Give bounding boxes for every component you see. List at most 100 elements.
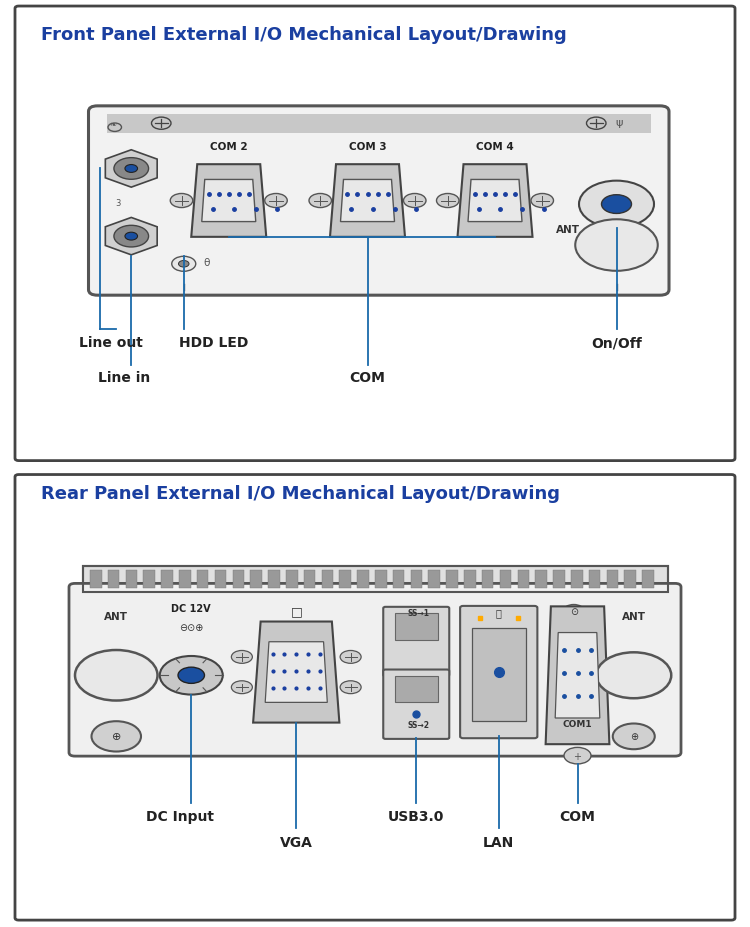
Text: COM: COM [560,809,596,823]
Text: On/Off: On/Off [591,337,642,350]
FancyBboxPatch shape [383,607,449,677]
Circle shape [231,651,252,664]
Circle shape [114,159,148,180]
Bar [394,613,438,640]
Circle shape [563,605,584,617]
Bar [536,570,547,589]
Text: ANT: ANT [622,611,646,621]
Text: HDD LED: HDD LED [179,337,248,350]
Bar [518,570,529,589]
Text: Line in: Line in [98,371,150,385]
Polygon shape [468,180,522,222]
Circle shape [564,747,591,764]
Bar [232,570,244,589]
Polygon shape [340,180,394,222]
Polygon shape [330,165,405,237]
Bar [357,570,369,589]
Circle shape [178,667,205,683]
Text: 山: 山 [496,608,502,618]
Text: SS→1: SS→1 [407,608,430,617]
Text: VGA: VGA [280,835,313,849]
Bar [607,570,618,589]
Text: COM1: COM1 [562,719,592,729]
Bar [394,676,438,703]
Bar [125,570,137,589]
Circle shape [92,721,141,752]
Bar [286,570,298,589]
Bar [464,570,476,589]
Polygon shape [266,642,327,703]
Bar [196,570,208,589]
Circle shape [575,220,658,272]
Bar [90,570,101,589]
Circle shape [340,651,362,664]
Circle shape [579,182,654,228]
Polygon shape [191,165,266,237]
Bar [411,570,422,589]
Circle shape [265,195,287,209]
Bar [339,570,351,589]
Polygon shape [105,218,158,256]
Bar [179,570,190,589]
Bar [106,115,651,133]
Polygon shape [202,180,256,222]
Circle shape [170,195,193,209]
Bar [553,570,565,589]
Circle shape [75,651,158,701]
Circle shape [613,724,655,749]
Bar [251,570,262,589]
Bar [143,570,155,589]
Circle shape [309,195,332,209]
Text: ⊕: ⊕ [112,731,121,742]
Bar [589,570,600,589]
Text: ⊖⊙⊕: ⊖⊙⊕ [179,622,203,632]
FancyBboxPatch shape [69,584,681,756]
Bar [108,570,119,589]
Text: 3: 3 [115,198,121,208]
Text: ANT: ANT [556,224,580,235]
Circle shape [125,165,137,173]
Text: SS→2: SS→2 [407,720,430,729]
Polygon shape [458,165,532,237]
Text: Line out: Line out [79,337,143,350]
Circle shape [531,195,554,209]
Circle shape [125,233,137,241]
Bar [571,570,583,589]
Text: USB3.0: USB3.0 [388,809,445,823]
Circle shape [231,681,252,694]
Text: θ: θ [203,258,210,268]
FancyBboxPatch shape [88,107,669,296]
Text: COM: COM [350,371,386,385]
Bar [428,570,440,589]
Text: DC 12V: DC 12V [172,603,211,613]
Bar [446,570,458,589]
Text: DC Input: DC Input [146,809,214,823]
Bar [500,570,512,589]
Bar [482,570,494,589]
Text: LAN: LAN [483,835,514,849]
Text: ❧: ❧ [109,121,116,129]
Text: COM 4: COM 4 [476,142,514,152]
Bar [624,570,636,589]
Circle shape [160,656,223,695]
Circle shape [602,196,632,214]
FancyBboxPatch shape [383,670,449,739]
FancyBboxPatch shape [15,7,735,461]
Text: COM 2: COM 2 [210,142,248,152]
Text: ⊕: ⊕ [630,731,638,742]
Bar [472,629,526,721]
Circle shape [340,681,362,694]
Text: ANT: ANT [104,611,128,621]
Text: COM 3: COM 3 [349,142,386,152]
Polygon shape [254,622,339,723]
Circle shape [172,257,196,272]
Text: ⊙: ⊙ [570,606,578,616]
Bar [268,570,280,589]
Bar [214,570,226,589]
FancyBboxPatch shape [460,606,537,739]
Circle shape [114,226,148,248]
Bar [82,566,668,592]
Circle shape [178,261,189,268]
Polygon shape [105,150,158,188]
Text: ψ: ψ [615,118,622,128]
